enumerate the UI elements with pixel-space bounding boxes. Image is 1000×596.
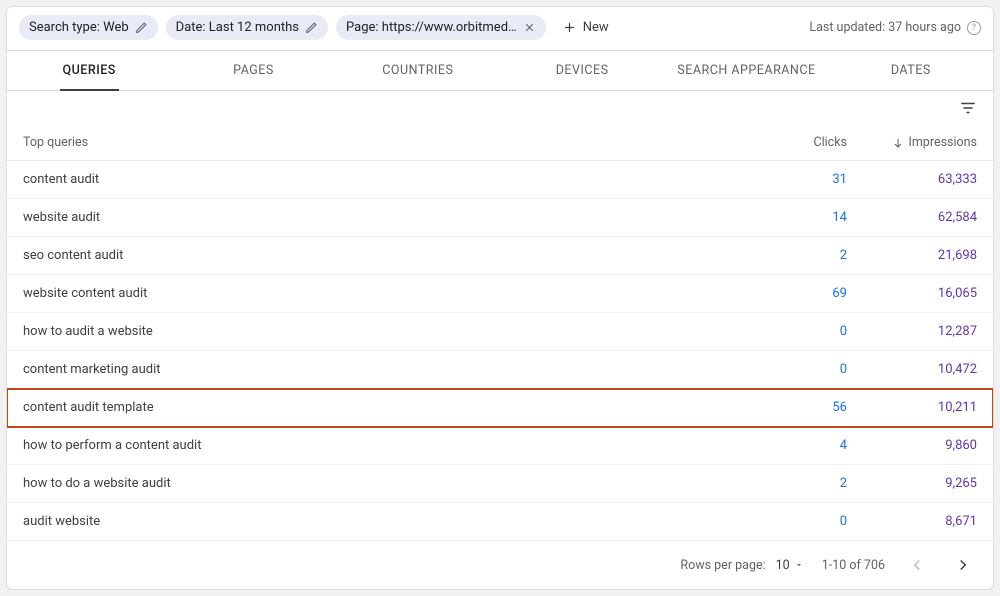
cell-clicks: 56 xyxy=(737,400,847,415)
tab-search-appearance[interactable]: SEARCH APPEARANCE xyxy=(664,51,828,90)
prev-page-button[interactable] xyxy=(903,551,931,579)
cell-query: website audit xyxy=(23,210,737,225)
col-header-query[interactable]: Top queries xyxy=(23,135,737,150)
cell-query: how to audit a website xyxy=(23,324,737,339)
dimension-tabs: QUERIES PAGES COUNTRIES DEVICES SEARCH A… xyxy=(7,50,993,91)
table-body: content audit3163,333website audit1462,5… xyxy=(7,161,993,541)
pencil-icon xyxy=(305,21,318,34)
cell-query: content audit template xyxy=(23,400,737,415)
chevron-left-icon xyxy=(908,556,926,574)
cell-impressions: 10,472 xyxy=(847,362,977,377)
tab-queries[interactable]: QUERIES xyxy=(7,51,171,90)
cell-clicks: 0 xyxy=(737,324,847,339)
rpp-value: 10 xyxy=(776,558,790,573)
next-page-button[interactable] xyxy=(949,551,977,579)
cell-clicks: 2 xyxy=(737,248,847,263)
pencil-icon xyxy=(135,21,148,34)
cell-clicks: 14 xyxy=(737,210,847,225)
table-row[interactable]: how to do a website audit29,265 xyxy=(7,465,993,503)
col-header-clicks[interactable]: Clicks xyxy=(737,135,847,150)
filter-icon[interactable] xyxy=(959,99,977,117)
table-row[interactable]: content audit3163,333 xyxy=(7,161,993,199)
cell-query: website content audit xyxy=(23,286,737,301)
rpp-label: Rows per page: xyxy=(680,558,765,573)
cell-clicks: 69 xyxy=(737,286,847,301)
cell-query: content audit xyxy=(23,172,737,187)
cell-impressions: 9,265 xyxy=(847,476,977,491)
tab-countries[interactable]: COUNTRIES xyxy=(336,51,500,90)
chip-label: Search type: Web xyxy=(29,20,129,35)
rpp-select[interactable]: 10 xyxy=(776,558,804,573)
tab-dates[interactable]: DATES xyxy=(829,51,993,90)
table-row[interactable]: how to audit a website012,287 xyxy=(7,313,993,351)
filter-bar: Search type: Web Date: Last 12 months Pa… xyxy=(7,7,993,48)
cell-query: audit website xyxy=(23,514,737,529)
chevron-right-icon xyxy=(954,556,972,574)
cell-clicks: 2 xyxy=(737,476,847,491)
cell-impressions: 8,671 xyxy=(847,514,977,529)
table-header: Top queries Clicks Impressions xyxy=(7,125,993,161)
filter-chip-page[interactable]: Page: https://www.orbitmed… xyxy=(336,15,546,40)
cell-impressions: 62,584 xyxy=(847,210,977,225)
page-range: 1-10 of 706 xyxy=(822,558,885,573)
cell-impressions: 63,333 xyxy=(847,172,977,187)
cell-impressions: 9,860 xyxy=(847,438,977,453)
last-updated: Last updated: 37 hours ago ? xyxy=(809,20,981,35)
chip-label: Date: Last 12 months xyxy=(176,20,299,35)
cell-clicks: 0 xyxy=(737,362,847,377)
plus-icon xyxy=(562,20,577,35)
table-row[interactable]: how to perform a content audit49,860 xyxy=(7,427,993,465)
info-icon[interactable]: ? xyxy=(967,21,981,35)
filter-chip-search-type[interactable]: Search type: Web xyxy=(19,15,158,40)
last-updated-text: Last updated: 37 hours ago xyxy=(809,20,961,35)
cell-query: seo content audit xyxy=(23,248,737,263)
table-row[interactable]: content audit template5610,211 xyxy=(7,389,993,427)
col-header-impressions[interactable]: Impressions xyxy=(847,135,977,150)
add-filter-button[interactable]: New xyxy=(554,15,617,40)
pagination: Rows per page: 10 1-10 of 706 xyxy=(7,541,993,589)
tab-pages[interactable]: PAGES xyxy=(171,51,335,90)
cell-clicks: 4 xyxy=(737,438,847,453)
table-row[interactable]: website audit1462,584 xyxy=(7,199,993,237)
table-row[interactable]: seo content audit221,698 xyxy=(7,237,993,275)
table-row[interactable]: audit website08,671 xyxy=(7,503,993,541)
cell-clicks: 0 xyxy=(737,514,847,529)
arrow-down-icon xyxy=(892,137,904,149)
tab-devices[interactable]: DEVICES xyxy=(500,51,664,90)
table-row[interactable]: website content audit6916,065 xyxy=(7,275,993,313)
cell-impressions: 16,065 xyxy=(847,286,977,301)
table-toolbar xyxy=(7,91,993,125)
cell-clicks: 31 xyxy=(737,172,847,187)
cell-query: content marketing audit xyxy=(23,362,737,377)
filter-chip-date[interactable]: Date: Last 12 months xyxy=(166,15,328,40)
chip-label: Page: https://www.orbitmed… xyxy=(346,20,517,35)
search-console-panel: Search type: Web Date: Last 12 months Pa… xyxy=(6,6,994,590)
cell-impressions: 12,287 xyxy=(847,324,977,339)
new-label: New xyxy=(583,20,609,35)
cell-impressions: 10,211 xyxy=(847,400,977,415)
close-icon[interactable] xyxy=(523,21,536,34)
cell-query: how to do a website audit xyxy=(23,476,737,491)
rows-per-page: Rows per page: 10 xyxy=(680,558,803,573)
caret-down-icon xyxy=(794,560,804,570)
cell-impressions: 21,698 xyxy=(847,248,977,263)
cell-query: how to perform a content audit xyxy=(23,438,737,453)
table-row[interactable]: content marketing audit010,472 xyxy=(7,351,993,389)
